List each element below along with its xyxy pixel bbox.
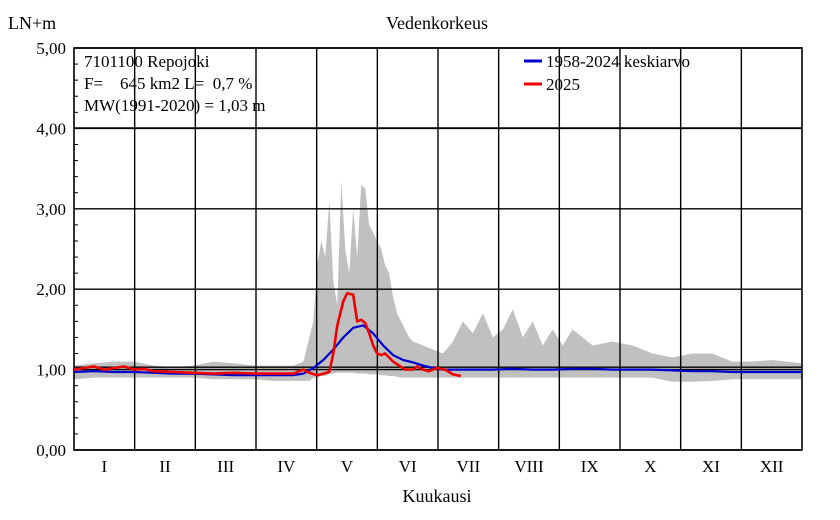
x-tick-label: II	[159, 457, 171, 476]
y-tick-label: 3,00	[36, 200, 66, 219]
info-station: 7101100 Repojoki	[84, 52, 210, 71]
y-tick-label: 1,00	[36, 361, 66, 380]
x-tick-label: X	[644, 457, 656, 476]
x-tick-label: XI	[702, 457, 720, 476]
legend-label-mean: 1958-2024 keskiarvo	[546, 52, 690, 71]
y-tick-label: 4,00	[36, 119, 66, 138]
x-tick-label: IX	[581, 457, 599, 476]
x-tick-label: VII	[457, 457, 481, 476]
x-tick-label: VIII	[514, 457, 544, 476]
x-tick-label: III	[217, 457, 234, 476]
x-tick-label: IV	[277, 457, 296, 476]
y-tick-label: 2,00	[36, 280, 66, 299]
info-area: F= 645 km2 L= 0,7 %	[84, 74, 252, 93]
station-info: 7101100 Repojoki F= 645 km2 L= 0,7 % MW(…	[84, 52, 265, 115]
info-mean-water: MW(1991-2020) = 1,03 m	[84, 96, 265, 115]
legend: 1958-2024 keskiarvo 2025	[524, 52, 690, 94]
y-tick-label: 5,00	[36, 39, 66, 58]
x-axis-label: Kuukausi	[403, 486, 472, 506]
y-axis-label: LN+m	[8, 13, 56, 33]
chart-title: Vedenkorkeus	[386, 13, 488, 33]
grid-layer	[73, 47, 803, 451]
legend-label-2025: 2025	[546, 75, 580, 94]
x-tick-labels: I II III IV V VI VII VIII IX X XI XII	[101, 457, 783, 476]
range-band	[74, 180, 802, 382]
series-line-mean	[73, 324, 802, 377]
x-tick-label: VI	[399, 457, 417, 476]
plot-frame	[73, 47, 803, 451]
x-tick-label: I	[101, 457, 107, 476]
series-line-2025	[73, 291, 462, 378]
series-layer	[73, 291, 802, 378]
x-tick-label: V	[341, 457, 354, 476]
y-tick-label: 0,00	[36, 441, 66, 460]
range-band-layer	[74, 180, 802, 382]
x-tick-label: XII	[760, 457, 784, 476]
y-tick-labels: 0,00 1,00 2,00 3,00 4,00 5,00	[36, 39, 66, 460]
